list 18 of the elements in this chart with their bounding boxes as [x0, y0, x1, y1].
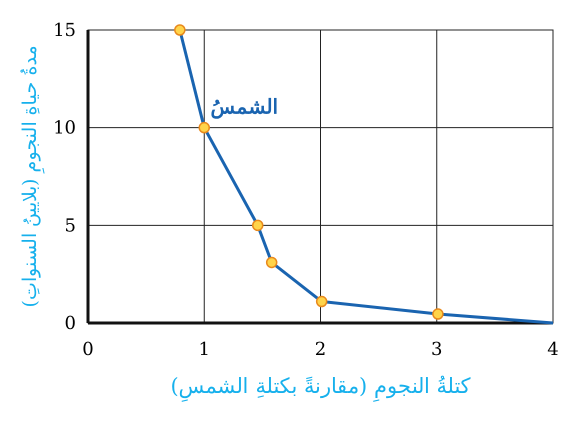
y-tick-label: 0 [64, 313, 76, 334]
x-tick-label: 1 [198, 339, 210, 360]
annotation: الشمسُ [210, 94, 278, 120]
point [266, 256, 278, 268]
point [174, 24, 186, 36]
point [432, 308, 444, 320]
y-axis-title: مدةُ حياةِ النجومِ (بلايينُ السنواتِ) [19, 46, 45, 308]
point [252, 220, 264, 232]
x-tick-label: 2 [314, 339, 326, 360]
x-tick-label: 3 [431, 339, 442, 360]
x-axis-title: كتلةُ النجومِ (مقارنةً بكتلةِ الشمسِ) [170, 374, 471, 402]
y-tick-label: 10 [53, 118, 76, 139]
x-tick-label: 4 [547, 339, 559, 360]
y-tick-label: 15 [53, 20, 76, 41]
x-tick-label: 0 [82, 339, 94, 360]
y-tick-label: 5 [64, 215, 76, 236]
point [198, 122, 210, 134]
point [316, 296, 328, 308]
